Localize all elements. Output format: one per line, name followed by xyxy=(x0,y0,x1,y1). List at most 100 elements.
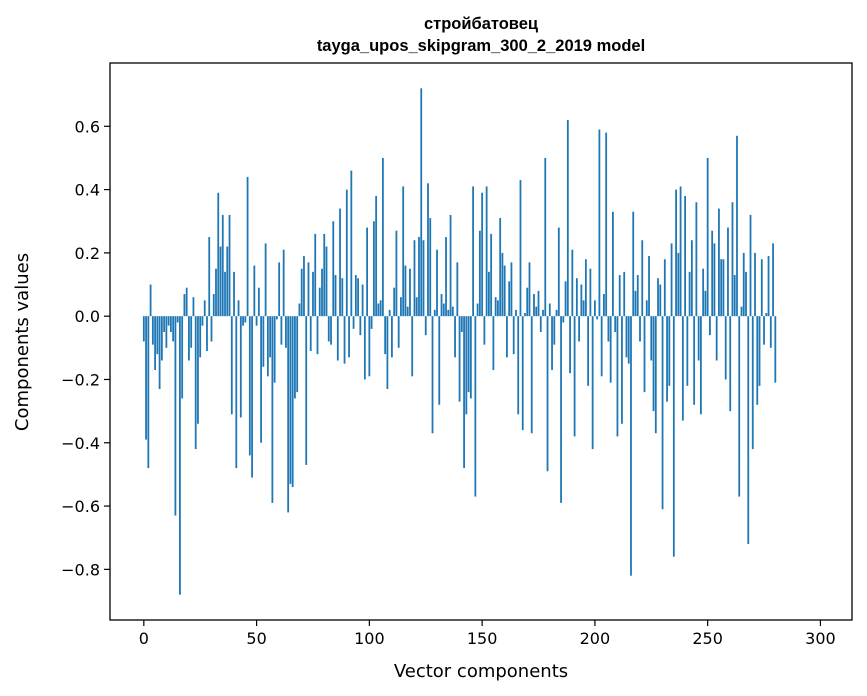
bar xyxy=(172,316,175,342)
axis-ticks: 0 50 100 150 200 250 300 −0.8 −0.6 −0.4 −0.2 0.0 0.2… xyxy=(61,117,836,648)
bar xyxy=(571,249,574,317)
x-tick-label: 0 xyxy=(139,629,149,648)
bar xyxy=(551,316,553,370)
bar xyxy=(652,316,655,412)
bar xyxy=(368,316,371,377)
bar xyxy=(564,281,567,317)
bar xyxy=(659,284,662,317)
bar xyxy=(251,316,253,478)
bar xyxy=(248,316,251,456)
bar xyxy=(321,268,323,317)
bar xyxy=(176,316,179,323)
bar xyxy=(372,221,375,317)
bar xyxy=(215,268,217,317)
y-tick-label: 0.4 xyxy=(75,181,100,200)
bar xyxy=(158,316,161,389)
bar xyxy=(409,268,411,317)
bar xyxy=(341,278,344,317)
bar xyxy=(282,249,285,317)
bar xyxy=(686,316,689,386)
bar xyxy=(456,262,459,317)
bar xyxy=(179,316,181,595)
bar xyxy=(361,284,364,317)
bar xyxy=(499,218,502,317)
bar xyxy=(483,316,486,345)
bar xyxy=(269,316,272,358)
bar-series xyxy=(142,88,777,595)
bar xyxy=(429,218,432,317)
bar xyxy=(379,300,382,317)
bar xyxy=(460,316,463,332)
bar xyxy=(253,265,256,317)
bar xyxy=(675,189,677,317)
bar xyxy=(440,294,443,317)
bar xyxy=(305,316,308,465)
bar xyxy=(415,297,418,317)
bar xyxy=(754,252,756,317)
bar xyxy=(521,316,524,431)
bar xyxy=(316,316,319,355)
bar xyxy=(702,268,705,317)
bar xyxy=(605,132,608,317)
bar xyxy=(314,233,317,317)
chart-subtitle: tayga_upos_skipgram_300_2_2019 model xyxy=(317,37,645,55)
bar xyxy=(718,208,720,317)
bar xyxy=(289,316,292,484)
bar xyxy=(300,268,303,317)
bar xyxy=(508,281,511,317)
y-tick-label: 0.0 xyxy=(75,307,100,326)
bar xyxy=(303,256,305,317)
bar xyxy=(336,316,339,361)
bar xyxy=(704,290,707,317)
bar xyxy=(645,300,648,317)
bar xyxy=(388,309,391,317)
bar xyxy=(756,316,759,405)
bar xyxy=(575,278,578,317)
bar xyxy=(357,278,359,317)
bar xyxy=(596,316,599,320)
bar xyxy=(454,316,456,358)
bar xyxy=(501,252,504,317)
bar xyxy=(433,309,436,317)
bar xyxy=(648,256,650,317)
bar xyxy=(742,252,745,317)
bar xyxy=(621,316,623,424)
bar xyxy=(515,309,517,317)
bar xyxy=(625,316,628,358)
bar xyxy=(262,316,265,367)
bar xyxy=(713,243,716,317)
bar xyxy=(636,275,639,317)
bar xyxy=(431,316,434,434)
x-tick-label: 200 xyxy=(580,629,611,648)
bar xyxy=(201,316,204,326)
bar xyxy=(618,275,621,317)
bar xyxy=(591,316,594,450)
bar xyxy=(235,316,238,469)
bar xyxy=(494,297,497,317)
bar xyxy=(183,294,186,317)
bar xyxy=(657,278,659,317)
bar xyxy=(228,214,231,317)
bar xyxy=(285,316,287,348)
bar xyxy=(377,303,380,317)
bar xyxy=(325,246,328,317)
bar xyxy=(330,316,332,345)
bar xyxy=(478,230,481,317)
bar xyxy=(451,306,454,317)
bar xyxy=(623,271,626,317)
bar xyxy=(566,119,569,317)
bar xyxy=(528,262,531,317)
bar xyxy=(404,265,407,317)
bar xyxy=(548,303,551,317)
bar xyxy=(632,211,635,317)
bar xyxy=(391,316,393,358)
bar xyxy=(199,316,202,358)
bar xyxy=(406,306,409,317)
bar xyxy=(634,290,637,317)
bar xyxy=(266,316,269,377)
bar xyxy=(745,271,747,317)
bar xyxy=(381,157,384,317)
bar xyxy=(697,316,700,361)
bar xyxy=(542,309,544,317)
bar xyxy=(699,316,702,415)
